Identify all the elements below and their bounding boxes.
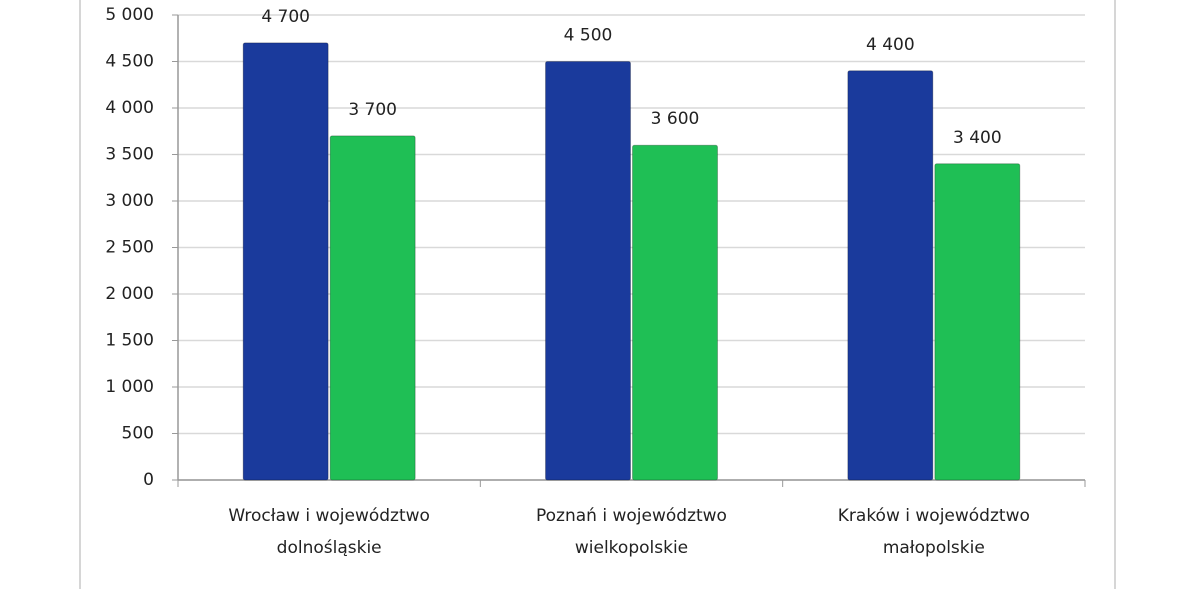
chart-frame [79,0,1116,589]
y-tick-label: 2 000 [105,284,154,304]
data-label: 4 500 [564,26,613,46]
y-tick-label: 500 [122,424,154,444]
y-tick-label: 3 000 [105,191,154,211]
data-label: 3 600 [651,109,700,129]
y-tick-label: 5 000 [105,5,154,25]
y-tick-label: 0 [143,470,154,490]
y-tick-label: 1 000 [105,377,154,397]
bar [934,163,1021,481]
y-tick-label: 2 500 [105,238,154,258]
data-label: 4 400 [866,35,915,55]
y-tick-label: 3 500 [105,145,154,165]
x-tick-label: Wrocław i województwo dolnośląskie [228,506,430,558]
bar [632,144,718,481]
x-tick-label: Poznań i województwo wielkopolskie [536,506,727,558]
x-tick-label: Kraków i województwo małopolskie [837,506,1030,558]
y-tick-label: 4 000 [105,98,154,118]
bar [329,135,416,481]
bar [545,61,631,481]
y-tick-label: 4 500 [105,52,154,72]
bar [242,42,329,481]
data-label: 3 700 [348,100,397,120]
data-label: 3 400 [953,128,1002,148]
bar [847,70,934,481]
y-tick-label: 1 500 [105,331,154,351]
data-label: 4 700 [261,7,310,27]
